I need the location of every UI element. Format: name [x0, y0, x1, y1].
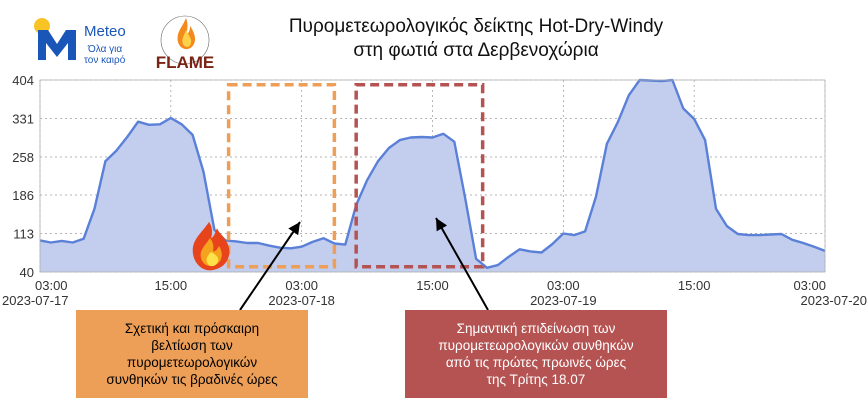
y-tick-label: 331	[12, 112, 34, 127]
hdw-series-line	[39, 78, 826, 269]
y-tick-label: 404	[12, 73, 34, 88]
y-tick-label: 113	[13, 226, 34, 241]
callout-improvement-line: Σχετική και πρόσκαιρη	[124, 321, 260, 336]
chart-title-line1: Πυρομετεωρολογικός δείκτης Hot-Dry-Windy	[288, 16, 664, 37]
deterioration-highlight-box	[354, 82, 485, 269]
y-tick-label: 40	[20, 265, 34, 280]
improvement-arrow	[239, 221, 301, 311]
callout-improvement: Σχετική και πρόσκαιρη βελτίωση των πυρομ…	[76, 310, 308, 398]
x-tick-time-label: 15:00	[678, 278, 711, 293]
x-tick-time-label: 03:00	[547, 278, 580, 293]
flame-brand-name: FLAME	[156, 53, 215, 72]
hdw-area-fill	[40, 80, 825, 272]
meteo-tagline-line1: Όλα για	[87, 44, 122, 55]
x-tick-date-label: 2023-07-20	[801, 293, 868, 308]
x-tick-time-label: 03:00	[285, 278, 318, 293]
callout-deterioration-line: Σημαντική επιδείνωση των	[456, 321, 616, 336]
chart-title-line2: στη φωτιά στα Δερβενοχώρια	[353, 40, 599, 61]
x-tick-date-label: 2023-07-17	[2, 293, 69, 308]
x-tick-date-label: 2023-07-19	[530, 293, 597, 308]
callout-improvement-line: συνθηκών τις βραδινές ώρες	[106, 372, 278, 387]
fire-icon	[192, 222, 230, 271]
y-tick-label: 186	[12, 188, 34, 203]
callout-deterioration: Σημαντική επιδείνωση των πυρομετεωρολογι…	[405, 310, 667, 398]
meteo-tagline-line2: τον καιρό	[84, 54, 126, 66]
callout-deterioration-line: από τις πρώτες πρωινές ώρες	[445, 355, 627, 370]
x-tick-time-label: 15:00	[155, 278, 188, 293]
callout-improvement-line: πυρομετεωρολογικών	[126, 355, 258, 370]
x-tick-time-label: 03:00	[793, 278, 826, 293]
meteo-m-icon	[38, 30, 76, 60]
meteo-flame-logo: Meteo Όλα για τον καιρό FLAME	[34, 15, 215, 72]
plot-frame	[39, 79, 826, 273]
x-tick-date-label: 2023-07-18	[268, 293, 335, 308]
x-tick-time-label: 15:00	[416, 278, 449, 293]
meteo-brand-name: Meteo	[84, 23, 126, 40]
fire-icon-inner	[206, 252, 219, 267]
x-tick-time-label: 03:00	[35, 278, 68, 293]
deterioration-arrow	[435, 217, 489, 311]
callout-deterioration-line: της Τρίτης 18.07	[486, 372, 586, 387]
flame-badge: FLAME	[156, 15, 215, 72]
improvement-highlight-box	[226, 82, 337, 269]
callout-deterioration-line: πυρομετεωρολογικών συνθηκών	[438, 338, 634, 353]
y-tick-label: 258	[12, 150, 34, 165]
callout-improvement-line: βελτίωση των	[151, 338, 233, 353]
